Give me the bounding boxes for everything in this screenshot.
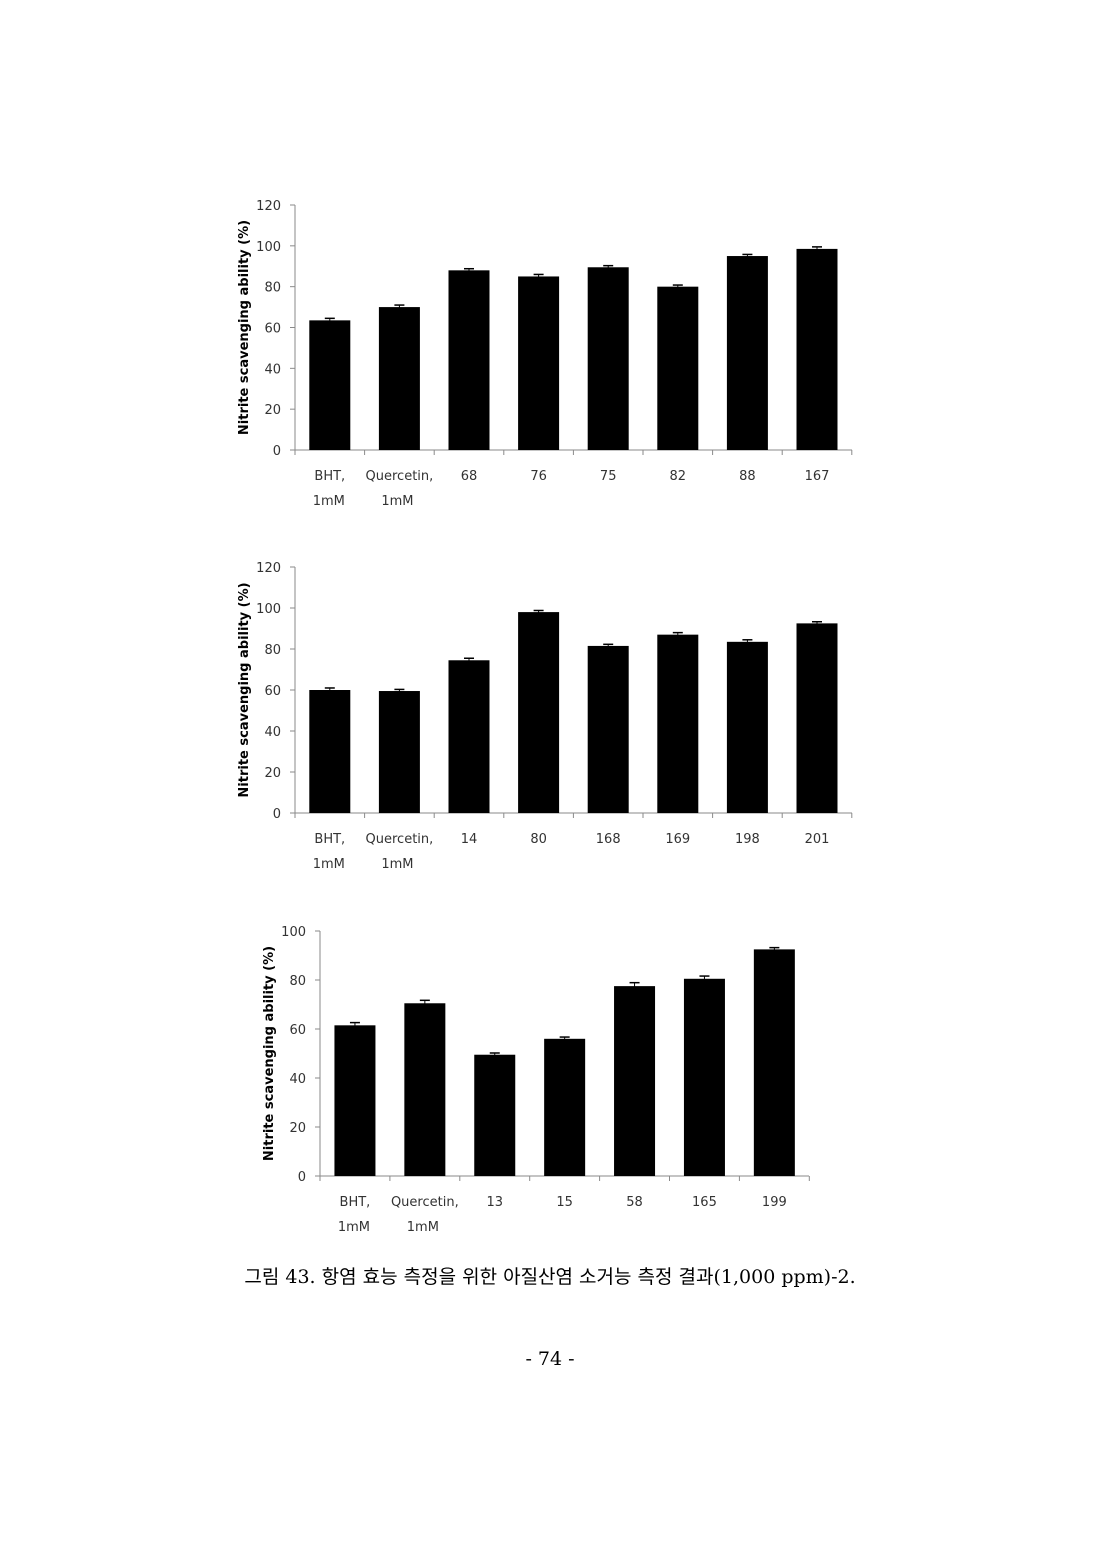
- y-tick-label: 120: [256, 561, 281, 576]
- x-tick-label: 167: [805, 469, 830, 484]
- bar: [796, 248, 838, 450]
- bar: [587, 645, 629, 813]
- y-tick-label: 100: [256, 602, 281, 617]
- y-tick-label: 20: [289, 1121, 306, 1136]
- bar-chart-3: 0 20 40 60 80 100 Nitrite scavenging ability (…: [0, 912, 1100, 1252]
- y-tick-label: 80: [264, 281, 281, 296]
- x-tick-label: 88: [739, 469, 756, 484]
- x-tick-label: BHT,: [314, 469, 345, 484]
- bar: [796, 623, 838, 813]
- bar: [726, 256, 768, 450]
- bar: [448, 270, 490, 450]
- x-tick-label: 1mM: [313, 494, 345, 509]
- x-tick-label: 198: [735, 832, 760, 847]
- x-tick-label: 75: [600, 469, 617, 484]
- x-tick-label: 13: [486, 1195, 503, 1210]
- bar: [404, 1003, 446, 1176]
- bar: [544, 1038, 586, 1176]
- y-tick-label: 40: [264, 725, 281, 740]
- x-tick-label: 1mM: [381, 857, 413, 872]
- bar: [378, 691, 420, 813]
- x-tick-label: 14: [461, 832, 478, 847]
- y-tick-label: 0: [273, 807, 281, 822]
- x-tick-label: BHT,: [340, 1195, 371, 1210]
- x-tick-label: 58: [626, 1195, 643, 1210]
- y-tick-label: 0: [273, 444, 281, 459]
- figure-caption: 그림 43. 항염 효능 측정을 위한 아질산염 소거능 측정 결과(1,000…: [244, 1266, 856, 1288]
- x-tick-label: 168: [596, 832, 621, 847]
- x-tick-label: 201: [805, 832, 830, 847]
- x-tick-label: 80: [530, 832, 547, 847]
- bar: [448, 660, 490, 813]
- y-tick-label: 20: [264, 766, 281, 781]
- y-tick-label: 40: [264, 362, 281, 377]
- x-tick-label: 169: [665, 832, 690, 847]
- bar: [657, 286, 699, 450]
- x-tick-label: BHT,: [314, 832, 345, 847]
- bar: [753, 949, 795, 1176]
- y-tick-label: 80: [289, 974, 306, 989]
- x-tick-label: 1mM: [313, 857, 345, 872]
- y-axis-label: Nitrite scavenging ability (%): [237, 582, 252, 797]
- y-tick-label: 60: [289, 1023, 306, 1038]
- x-tick-label: 82: [670, 469, 687, 484]
- bar: [518, 612, 560, 813]
- bar: [587, 267, 629, 450]
- chart-svg-3: 0 20 40 60 80 100 Nitrite scavenging ability (…: [262, 925, 810, 1235]
- x-tick-label: 68: [461, 469, 478, 484]
- x-tick-label: Quercetin,: [366, 469, 434, 484]
- y-tick-label: 120: [256, 199, 281, 214]
- bar: [518, 276, 560, 450]
- y-tick-label: 20: [264, 403, 281, 418]
- bar: [309, 690, 351, 813]
- bar: [614, 986, 656, 1176]
- y-tick-label: 40: [289, 1072, 306, 1087]
- y-tick-label: 60: [264, 684, 281, 699]
- y-tick-label: 80: [264, 643, 281, 658]
- y-tick-label: 100: [281, 925, 306, 940]
- x-tick-label: Quercetin,: [366, 832, 434, 847]
- y-tick-label: 0: [298, 1170, 306, 1185]
- bar: [334, 1025, 376, 1176]
- bar: [378, 307, 420, 450]
- bar: [657, 634, 699, 813]
- x-tick-label: 1mM: [338, 1220, 370, 1235]
- y-tick-label: 60: [264, 322, 281, 337]
- bar: [683, 978, 725, 1176]
- chart-svg-1: 0 20 40 60 80 100 120 Nitrite scavenging abilit…: [237, 199, 853, 509]
- y-tick-label: 100: [256, 240, 281, 255]
- y-axis-label: Nitrite scavenging ability (%): [237, 220, 252, 435]
- bar-chart-1: 0 20 40 60 80 100 120 Nitrite scavenging abilit…: [0, 185, 1100, 525]
- bar: [726, 641, 768, 813]
- x-tick-label: 165: [692, 1195, 717, 1210]
- x-tick-label: 1mM: [381, 494, 413, 509]
- page-number: - 74 -: [525, 1348, 575, 1370]
- x-tick-label: Quercetin,: [391, 1195, 459, 1210]
- y-axis-label: Nitrite scavenging ability (%): [262, 946, 277, 1161]
- x-tick-label: 199: [762, 1195, 787, 1210]
- bar: [309, 320, 351, 450]
- chart-svg-2: 0 20 40 60 80 100 120 Nitrite scavenging abilit…: [237, 561, 853, 872]
- x-tick-label: 15: [556, 1195, 573, 1210]
- x-tick-label: 76: [530, 469, 547, 484]
- bar: [474, 1054, 516, 1176]
- bar-chart-2: 0 20 40 60 80 100 120 Nitrite scavenging abilit…: [0, 548, 1100, 888]
- x-tick-label: 1mM: [407, 1220, 439, 1235]
